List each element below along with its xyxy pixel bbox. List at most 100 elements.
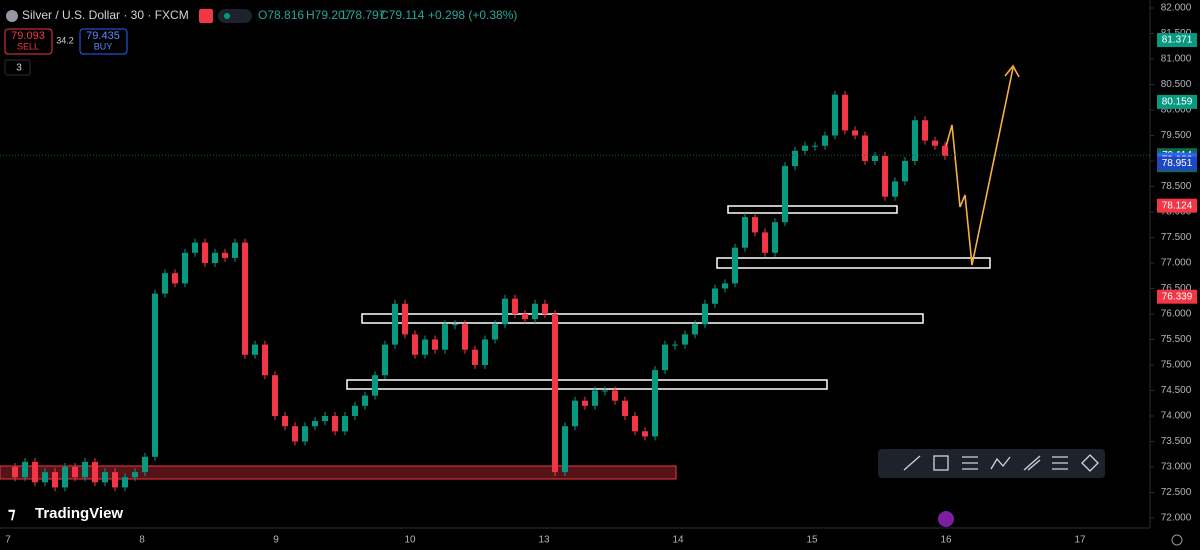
candle-body bbox=[892, 181, 898, 197]
candle-body bbox=[382, 344, 388, 376]
candle-body bbox=[262, 344, 268, 376]
candle-body bbox=[92, 461, 98, 483]
candle-body bbox=[802, 145, 808, 151]
y-tick-label: 82.000 bbox=[1161, 3, 1192, 14]
ohlc-close: C79.114 bbox=[380, 8, 425, 22]
price-badge-label: 76.339 bbox=[1162, 291, 1193, 302]
arrow-head bbox=[1004, 64, 1020, 78]
ohlc-open: O78.816 bbox=[258, 8, 304, 22]
candle-body bbox=[752, 217, 758, 233]
candle-body bbox=[162, 273, 168, 294]
candle-body bbox=[152, 293, 158, 457]
status-dot bbox=[224, 13, 230, 19]
candle-body bbox=[882, 155, 888, 197]
candle-body bbox=[612, 390, 618, 401]
y-tick-label: 76.000 bbox=[1161, 309, 1192, 320]
candle-body bbox=[392, 303, 398, 345]
buy-label: BUY bbox=[94, 41, 113, 51]
y-tick-label: 72.000 bbox=[1161, 513, 1192, 524]
y-tick-label: 74.000 bbox=[1161, 411, 1192, 422]
ohlc-change: +0.298 (+0.38%) bbox=[428, 8, 517, 22]
candle-body bbox=[172, 273, 178, 284]
candle-body bbox=[102, 472, 108, 483]
candle-body bbox=[22, 461, 28, 478]
price-badge-label: 80.159 bbox=[1162, 97, 1193, 108]
projection-arrow[interactable] bbox=[944, 67, 1014, 266]
tool-levels[interactable] bbox=[1052, 456, 1068, 470]
y-tick-label: 81.000 bbox=[1161, 54, 1192, 65]
candle-body bbox=[402, 303, 408, 335]
x-tick-label: 10 bbox=[404, 535, 416, 546]
ohlc-high: H79.207 bbox=[306, 8, 352, 22]
candle-body bbox=[662, 344, 668, 371]
tool-channel[interactable] bbox=[1023, 455, 1041, 471]
candle-body bbox=[772, 222, 778, 253]
zone[interactable] bbox=[0, 465, 677, 480]
price-badge-label: 78.124 bbox=[1162, 200, 1193, 211]
candle-body bbox=[512, 298, 518, 314]
price-badge bbox=[1157, 94, 1197, 109]
zone[interactable] bbox=[727, 205, 898, 214]
candle-body bbox=[182, 252, 188, 284]
symbol[interactable]: Silver / U.S. Dollar · 30 · FXCM bbox=[22, 8, 189, 22]
candle-body bbox=[732, 247, 738, 284]
zone[interactable] bbox=[716, 257, 991, 269]
y-tick-label: 80.500 bbox=[1161, 79, 1192, 90]
buy-button[interactable] bbox=[79, 28, 128, 55]
tool-shape[interactable] bbox=[1081, 454, 1099, 472]
candle-body bbox=[842, 94, 848, 131]
sell-label: SELL bbox=[17, 41, 39, 51]
candle-body bbox=[52, 472, 58, 488]
candle-body bbox=[832, 94, 838, 136]
tool-fib[interactable] bbox=[962, 456, 978, 470]
candle-body bbox=[692, 324, 698, 335]
candle-body bbox=[362, 395, 368, 406]
candle-body bbox=[902, 161, 908, 182]
indicators-toggle[interactable] bbox=[4, 59, 31, 76]
price-badge bbox=[1157, 33, 1197, 48]
x-tick-label: 8 bbox=[139, 535, 145, 546]
candle-body bbox=[782, 166, 788, 223]
candle-body bbox=[562, 426, 568, 473]
logo: TradingView bbox=[35, 505, 123, 522]
candle-body bbox=[32, 461, 38, 483]
candle-body bbox=[742, 217, 748, 248]
candle-body bbox=[762, 232, 768, 253]
x-tick-label: 14 bbox=[672, 535, 684, 546]
price-badge-label: 81.371 bbox=[1162, 35, 1193, 46]
price-badge bbox=[1157, 289, 1197, 304]
y-tick-label: 72.500 bbox=[1161, 487, 1192, 498]
sell-button[interactable] bbox=[4, 28, 53, 55]
x-tick-label: 16 bbox=[940, 535, 952, 546]
y-tick-label: 76.500 bbox=[1161, 283, 1192, 294]
candle-body bbox=[122, 477, 128, 488]
alert-icon[interactable] bbox=[938, 511, 954, 527]
candle-body bbox=[322, 416, 328, 422]
settings-icon[interactable] bbox=[1171, 534, 1183, 546]
candle-body bbox=[312, 421, 318, 427]
candle-body bbox=[252, 344, 258, 355]
candle-body bbox=[462, 324, 468, 350]
y-tick-label: 80.000 bbox=[1161, 105, 1192, 116]
candle-body bbox=[572, 400, 578, 427]
candle-body bbox=[222, 252, 228, 258]
candle-body bbox=[942, 145, 948, 156]
x-tick-label: 13 bbox=[538, 535, 550, 546]
y-tick-label: 78.500 bbox=[1161, 181, 1192, 192]
zone[interactable] bbox=[346, 379, 828, 390]
candle-body bbox=[492, 324, 498, 340]
tool-rect[interactable] bbox=[933, 455, 949, 471]
tool-pattern[interactable] bbox=[990, 456, 1011, 470]
zone[interactable] bbox=[361, 313, 924, 324]
ohlc-low: L78.797 bbox=[342, 8, 386, 22]
candle-body bbox=[602, 390, 608, 392]
candle-body bbox=[42, 472, 48, 483]
tool-line[interactable] bbox=[903, 455, 921, 471]
flag bbox=[199, 9, 213, 23]
candle-body bbox=[792, 150, 798, 167]
y-tick-label: 75.000 bbox=[1161, 360, 1192, 371]
spread: 34.2 bbox=[56, 35, 74, 45]
candle-body bbox=[132, 472, 138, 478]
candle-body bbox=[272, 375, 278, 416]
